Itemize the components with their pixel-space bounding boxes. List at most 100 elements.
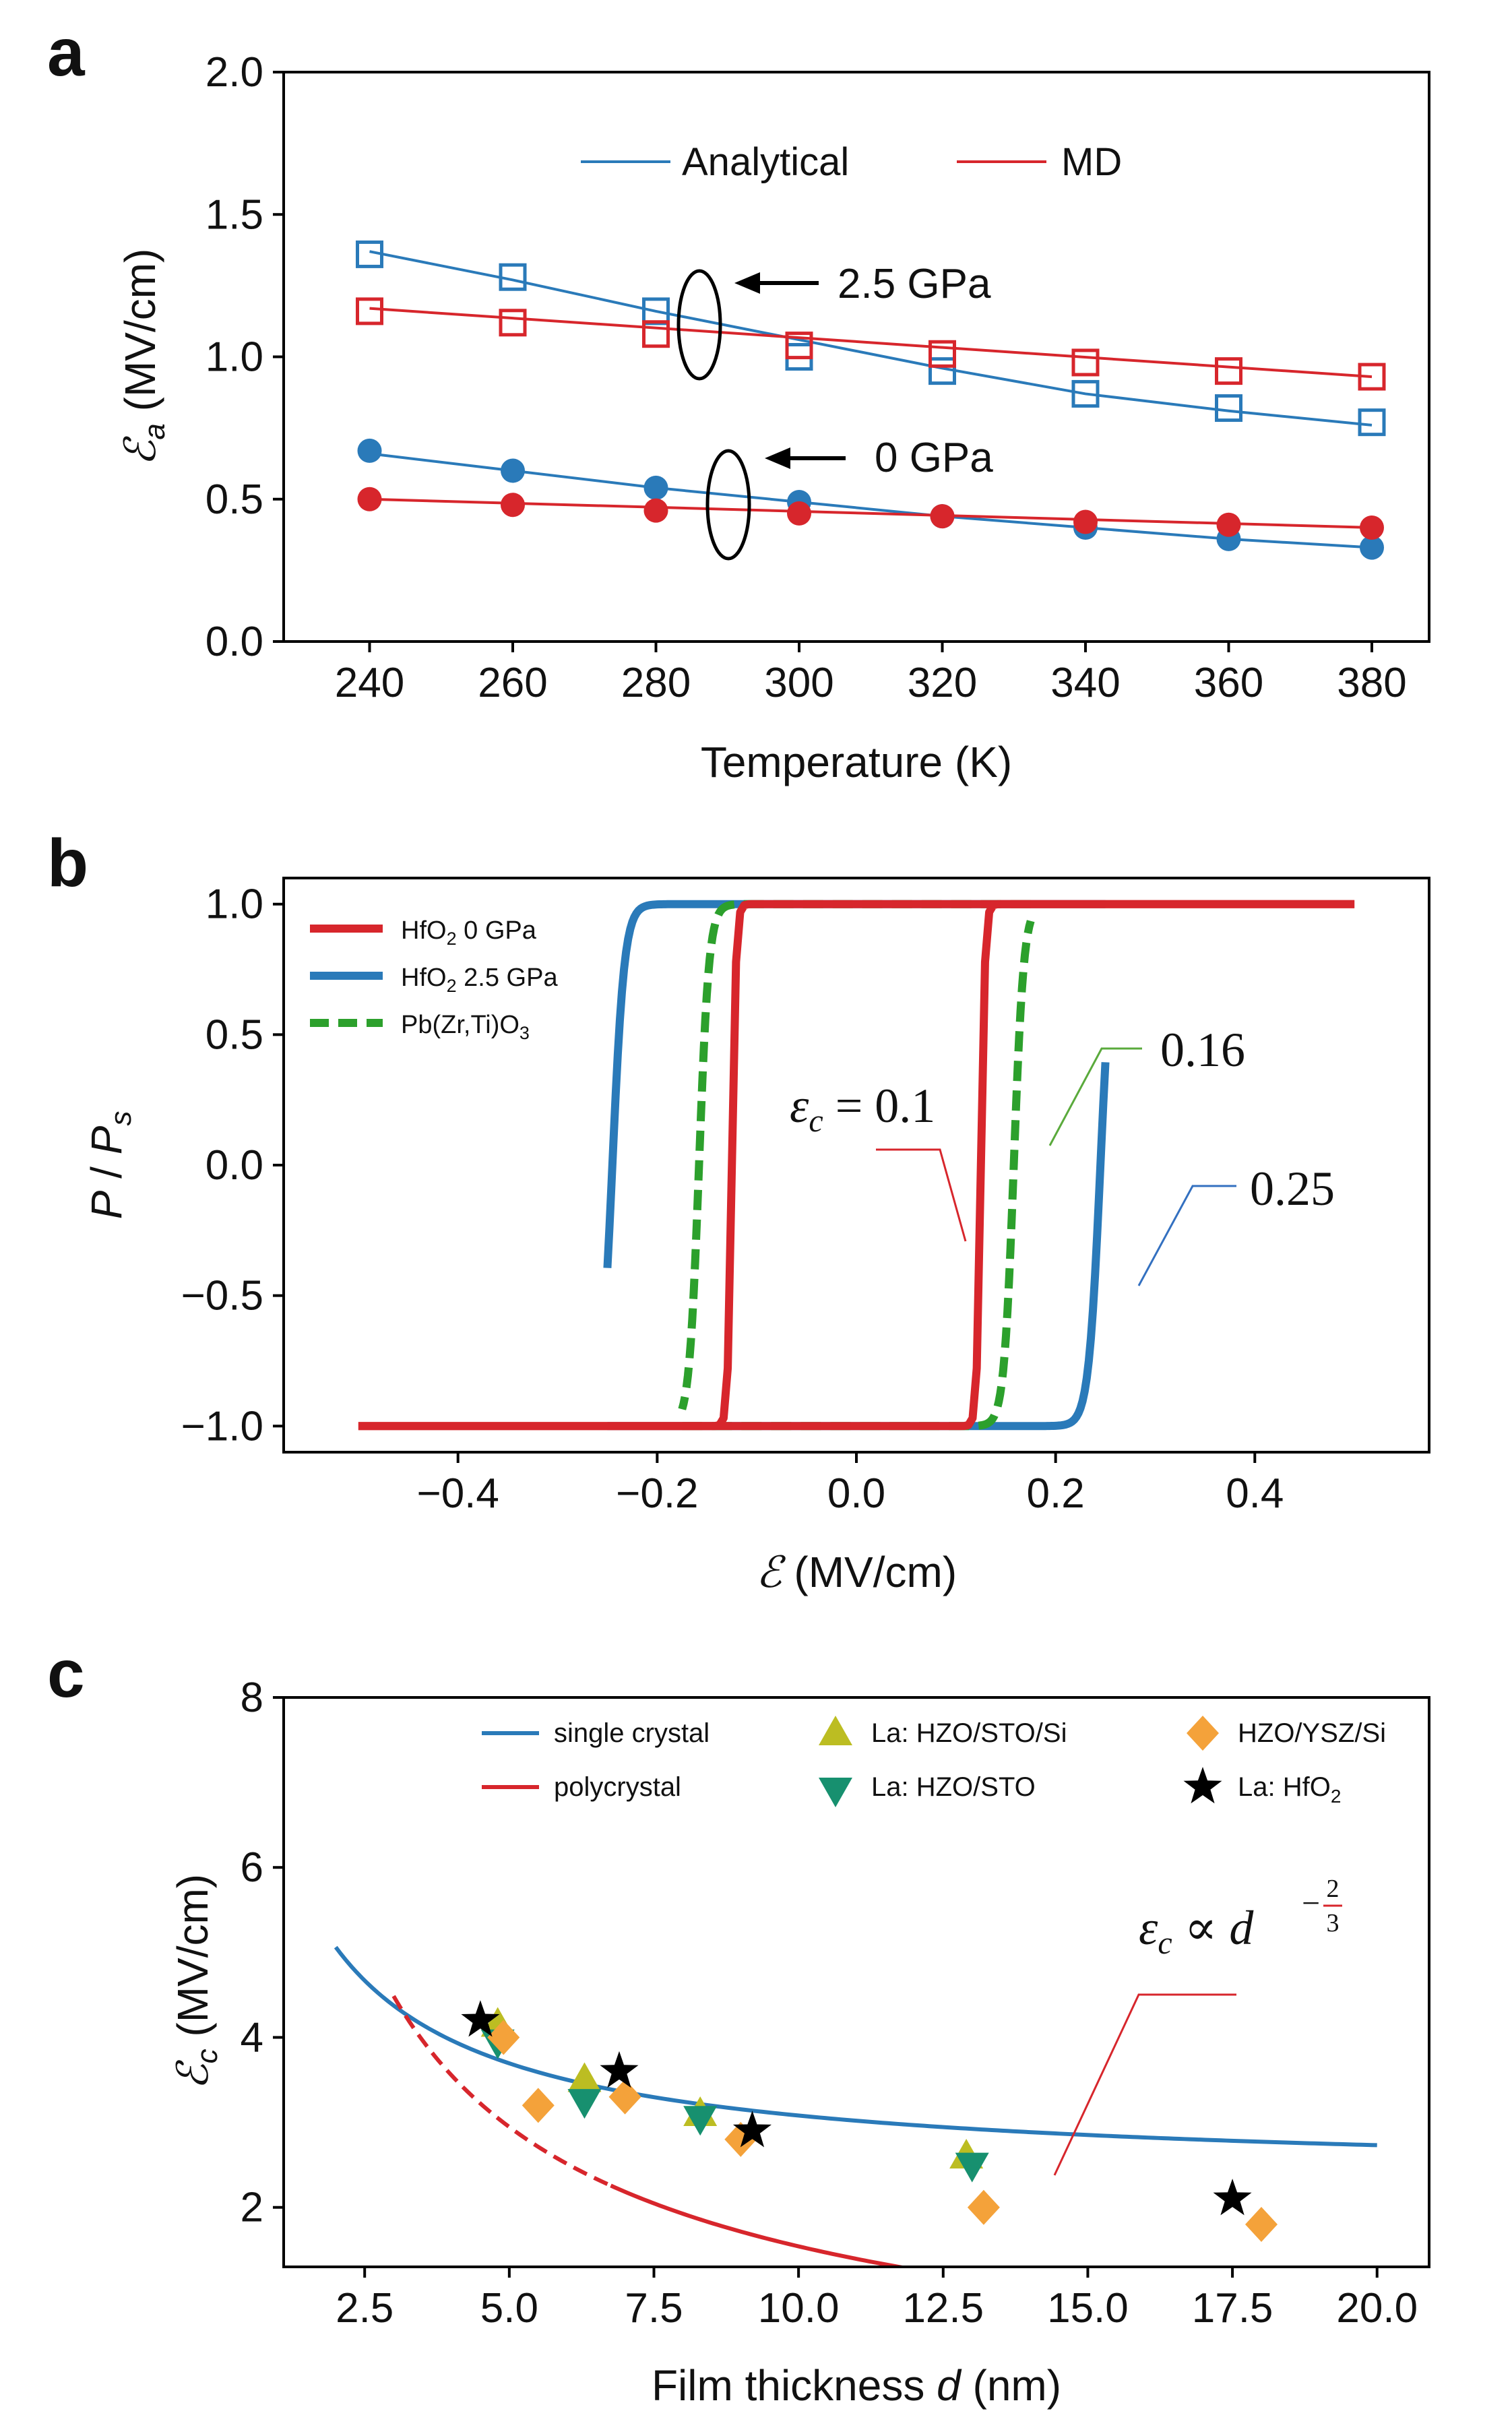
panel-c-legend-marker-triangle-up (819, 1716, 852, 1745)
panel-a-marker-square (356, 297, 383, 325)
panel-a-xlabel: Temperature (K) (701, 738, 1012, 786)
panel-c-annotation-exp-num: 2 (1327, 1875, 1340, 1903)
panel-c-polycrystal-dashed (391, 1995, 612, 2188)
panel-c-marker-triangle-down (683, 2106, 718, 2136)
panel-b-loop-hfo2-0gpa-lower (358, 900, 1355, 1431)
panel-c-legend-label-la-hfo2: La: HfO2 (1238, 1772, 1341, 1807)
panel-a-series-line (369, 452, 1373, 549)
panel-a-marker-circle (1360, 516, 1384, 540)
panel-a-xtick-label: 300 (764, 660, 833, 706)
panel-b-ylabel: P / Ps (82, 1111, 137, 1220)
panel-b-xtick-label: 0.4 (1226, 1470, 1284, 1517)
panel-a-annotation-2-5gpa: 2.5 GPa (838, 261, 991, 307)
panel-c-marker-star (1213, 2179, 1252, 2216)
panel-b-legend-label-pzt: Pb(Zr,Ti)O3 (401, 1011, 530, 1043)
panel-a-frame (282, 71, 1430, 643)
panel-a-marker-circle (357, 487, 382, 511)
panel-c-ytick-label: 4 (241, 2014, 263, 2061)
panel-a-marker-circle (643, 498, 668, 523)
panel-c-marker-triangle-up (567, 2062, 602, 2092)
panel-a-ytick-label: 0.5 (206, 476, 263, 523)
panel-b-annotation-0-16: 0.16 (1160, 1023, 1245, 1077)
panel-a-marker-square (642, 320, 670, 348)
panel-c-marker-diamond (522, 2088, 555, 2123)
panel-b-xtick-label: 0.0 (827, 1470, 885, 1517)
panel-a-marker-circle (930, 504, 955, 529)
panel-label-a: a (47, 15, 86, 90)
panel-c-marker-diamond (608, 2079, 641, 2115)
panel-a-marker-circle (501, 493, 525, 518)
panel-b-xtick-label: −0.4 (416, 1470, 499, 1517)
panel-c-annotation-exp-den: 3 (1327, 1909, 1340, 1937)
panel-a-marker-square (1358, 363, 1386, 391)
panel-a-marker-square (928, 357, 956, 385)
panel-a-legend-label-md: MD (1061, 140, 1122, 184)
panel-c-legend-label-la-hzo-sto-si: La: HZO/STO/Si (871, 1718, 1067, 1748)
panel-a-marker-circle (1073, 509, 1098, 534)
panel-a-annotation-0gpa: 0 GPa (875, 435, 993, 481)
panel-b-frame (282, 877, 1430, 1454)
panel-a-marker-square (1071, 348, 1100, 377)
panel-c: 2.5 5.0 7.5 10.0 12.5 15.0 17.5 20.0 2 4 6 8 singl… (168, 1675, 1430, 2410)
panel-label-b: b (47, 825, 88, 901)
panel-b-legend-label-hfo2-0gpa: HfO2 0 GPa (401, 916, 537, 949)
panel-a-xtick-label: 340 (1050, 660, 1120, 706)
panel-b-xlabel: ℰ (MV/cm) (756, 1548, 957, 1596)
panel-a-arrowhead-0gpa (765, 447, 790, 469)
panel-a-ytick-label: 0.0 (206, 619, 263, 665)
panel-b-annotation-ec-0-1: εc = 0.1 (790, 1079, 935, 1139)
panel-c-ytick-label: 8 (241, 1675, 263, 1721)
panel-c-frame (282, 1696, 1430, 2268)
panel-b-leader-0-16 (1048, 1047, 1142, 1146)
panel-a-marker-square (356, 240, 383, 268)
panel-c-legend-marker-star (1183, 1767, 1222, 1804)
panel-c-xtick-label: 7.5 (625, 2285, 683, 2332)
panel-a-xtick-label: 320 (908, 660, 977, 706)
panel-c-legend-marker-triangle-down (819, 1778, 852, 1807)
panel-a-series-line (369, 497, 1373, 529)
panel-a-ytick-label: 1.0 (206, 334, 263, 381)
panel-c-ylabel: ℰc (MV/cm) (168, 1874, 224, 2090)
panel-c-single-crystal-line (334, 1945, 1377, 2148)
panel-a-ytick-label: 1.5 (206, 191, 263, 238)
panel-a-marker-square (1358, 408, 1386, 437)
panel-c-marker-star (732, 2111, 771, 2148)
panel-b-annotation-0-25: 0.25 (1250, 1162, 1335, 1216)
panel-a-marker-circle (357, 438, 382, 463)
panel-c-annotation-leader (1053, 1993, 1236, 2176)
panel-a-arrowhead-2-5gpa (734, 272, 760, 294)
panel-a-marker-square (499, 263, 527, 291)
panel-c-legend-label-single-crystal: single crystal (554, 1718, 710, 1748)
panel-c-xtick-label: 20.0 (1336, 2285, 1418, 2332)
panel-b-legend-label-hfo2-2-5gpa: HfO2 2.5 GPa (401, 964, 558, 996)
panel-a-series-line (369, 307, 1373, 379)
panel-c-marker-diamond (487, 2020, 520, 2055)
panel-c-marker-triangle-down (955, 2152, 989, 2183)
panel-c-marker-diamond (967, 2189, 1000, 2225)
panel-a-marker-circle (643, 475, 668, 500)
panel-c-marker-star (600, 2051, 639, 2088)
panel-c-legend-marker-diamond (1187, 1716, 1219, 1751)
panel-b-ytick-label: −0.5 (181, 1273, 263, 1319)
panel-a-marker-square (499, 309, 527, 337)
panel-a-ellipse-2-5gpa (676, 269, 722, 381)
panel-label-c: c (47, 1636, 85, 1712)
panel-a-marker-circle (1360, 535, 1384, 560)
panel-b-xtick-label: 0.2 (1027, 1470, 1085, 1517)
panel-c-legend-label-hzo-ysz-si: HZO/YSZ/Si (1238, 1718, 1386, 1748)
panel-c-marker-diamond (1245, 2206, 1278, 2242)
panel-a-xtick-label: 240 (335, 660, 404, 706)
panel-b: −0.4 −0.2 0.0 0.2 0.4 −1.0 −0.5 0.0 0.5 1.0 HfO2… (82, 877, 1430, 1596)
panel-c-xtick-label: 2.5 (336, 2285, 393, 2332)
panel-c-annotation-minus: − (1302, 1885, 1320, 1921)
panel-a-ylabel: ℰa (MV/cm) (116, 249, 171, 466)
panel-b-ytick-label: 1.0 (206, 881, 263, 928)
panel-a: 240 260 280 300 320 340 360 380 0.0 0.5 1.0 1.5 2.0… (116, 49, 1430, 786)
panel-c-xtick-label: 10.0 (758, 2285, 840, 2332)
panel-c-xtick-label: 5.0 (480, 2285, 538, 2332)
panel-b-ytick-label: 0.0 (206, 1142, 263, 1189)
panel-b-ytick-label: −1.0 (181, 1403, 263, 1449)
panel-c-ytick-label: 6 (241, 1844, 263, 1891)
panel-a-xtick-label: 280 (621, 660, 691, 706)
panel-c-marker-triangle-down (567, 2089, 602, 2119)
